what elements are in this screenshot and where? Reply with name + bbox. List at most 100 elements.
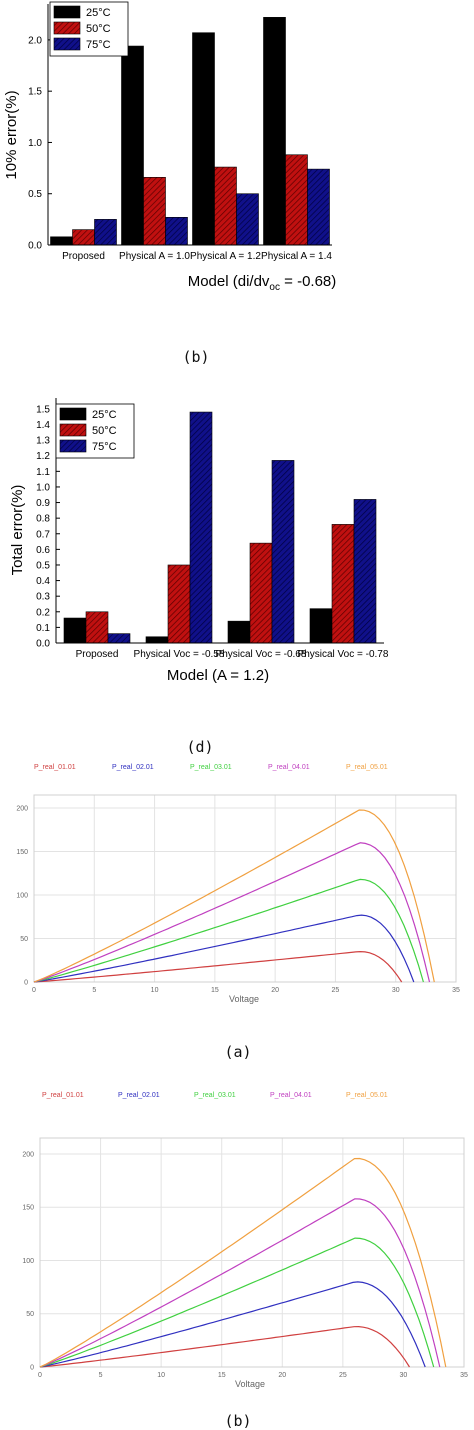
- axes-group: 0 5 10 15 20 25 30 35 0 50 100 150 200: [16, 806, 460, 994]
- figure-caption: (a): [224, 1043, 251, 1061]
- y-tick-label: 0.2: [36, 607, 50, 618]
- legend-label-5: P_real_05.01: [346, 764, 388, 771]
- error-bar-chart-b: Proposed Physical A = 1.0 Physical A = 1.2…: [3, 1, 336, 366]
- y-axis-label: Total error(%): [9, 485, 26, 576]
- y-axis-label: 10% error(%): [3, 90, 20, 179]
- bar-1-3: [192, 32, 215, 246]
- legend-swatch-3: [59, 439, 87, 453]
- x-tick-label: 15: [218, 1372, 226, 1379]
- x-tick-label: 10: [151, 987, 159, 994]
- bar-1-1: [50, 236, 73, 246]
- bar-3-3: [271, 460, 295, 644]
- y-tick-label: 100: [22, 1258, 34, 1265]
- bar-2-3: [249, 542, 273, 644]
- bar-2-4: [331, 524, 355, 644]
- y-tick-label: 0.5: [28, 189, 42, 200]
- y-tick-label: 1.4: [36, 420, 50, 431]
- pv-curve-chart-b: P_real_01.01 P_real_02.01 P_real_03.01 P_re…: [22, 1092, 468, 1430]
- legend-label-3: P_real_03.01: [194, 1092, 236, 1099]
- legend-label-1: P_real_01.01: [42, 1092, 84, 1099]
- y-tick-label: 1.0: [28, 138, 42, 149]
- x-tick-label: 10: [157, 1372, 165, 1379]
- y-tick-label: 0.5: [36, 560, 50, 571]
- legend-swatch-2: [59, 423, 87, 437]
- bar-2-1: [72, 229, 95, 246]
- y-tick-label: 0: [30, 1365, 34, 1372]
- legend-label-3: 75°C: [92, 441, 117, 453]
- x-tick-label: 30: [392, 987, 400, 994]
- y-tick-label: 1.3: [36, 436, 50, 447]
- x-tick-label: 35: [460, 1372, 468, 1379]
- legend-swatch-2: [53, 21, 81, 35]
- y-tick-label: 200: [16, 806, 28, 813]
- y-tick-label: 2.0: [28, 35, 42, 46]
- y-tick-label: 0.4: [36, 576, 50, 587]
- legend-swatch-3: [53, 37, 81, 51]
- legend: P_real_01.01 P_real_02.01 P_real_03.01 P_re…: [34, 764, 388, 771]
- bar-2-1: [85, 611, 109, 644]
- x-axis-label: Model (A = 1.2): [167, 667, 269, 684]
- series-line-1: [33, 950, 403, 983]
- y-tick-label: 150: [16, 849, 28, 856]
- x-tick-label: 0: [32, 987, 36, 994]
- y-tick-label: 0.0: [36, 639, 50, 650]
- y-tick-label: 0.3: [36, 592, 50, 603]
- plot-frame: [33, 794, 457, 983]
- x-tick-label: 25: [332, 987, 340, 994]
- axes-group: Proposed Physical A = 1.0 Physical A = 1.2…: [28, 4, 332, 262]
- x-axis-label-main: Model (di/dv: [188, 273, 270, 290]
- x-tick-label: 5: [92, 987, 96, 994]
- legend: P_real_01.01 P_real_02.01 P_real_03.01 P_re…: [42, 1092, 388, 1099]
- y-tick-label: 1.2: [36, 451, 50, 462]
- y-tick-label: 0.6: [36, 545, 50, 556]
- bar-3-2: [189, 411, 213, 644]
- series-line-5: [39, 1157, 447, 1368]
- legend-label-2: P_real_02.01: [118, 1092, 160, 1099]
- bar-3-4: [307, 168, 330, 246]
- x-tick-label: 30: [400, 1372, 408, 1379]
- x-tick-label: 25: [339, 1372, 347, 1379]
- y-tick-label: 50: [26, 1311, 34, 1318]
- y-tick-label: 0.9: [36, 498, 50, 509]
- bar-3-4: [353, 499, 377, 644]
- series-line-2: [33, 914, 415, 983]
- legend-label-2: P_real_02.01: [112, 764, 154, 771]
- x-tick-label: 35: [452, 987, 460, 994]
- y-tick-label: 0.7: [36, 529, 50, 540]
- bar-2-4: [285, 154, 308, 246]
- series-line-3: [33, 878, 424, 983]
- grid: [39, 1137, 465, 1368]
- bar-1-4: [309, 608, 333, 644]
- bar-3-1: [94, 219, 117, 246]
- category-label-3: Physical Voc = -0.68: [216, 649, 307, 660]
- legend-label-5: P_real_05.01: [346, 1092, 388, 1099]
- axes-group: 0 5 10 15 20 25 30 35 0 50 100 150 200: [22, 1151, 468, 1379]
- lines-group: [33, 809, 435, 983]
- plot-frame: [39, 1137, 465, 1368]
- legend-label-1: P_real_01.01: [34, 764, 76, 771]
- legend-swatch-1: [59, 407, 87, 421]
- category-label-1: Proposed: [76, 649, 119, 660]
- y-tick-label: 1.5: [28, 87, 42, 98]
- x-tick-label: 0: [38, 1372, 42, 1379]
- bar-3-2: [165, 217, 188, 246]
- x-tick-label: 5: [99, 1372, 103, 1379]
- bar-3-1: [107, 633, 131, 644]
- grid: [33, 794, 457, 983]
- legend: 25°C 50°C 75°C: [55, 403, 135, 459]
- series-line-5: [33, 809, 435, 983]
- bar-1-2: [121, 45, 144, 246]
- legend-label-4: P_real_04.01: [268, 764, 310, 771]
- legend-label-2: 50°C: [92, 425, 117, 437]
- x-tick-label: 20: [271, 987, 279, 994]
- y-tick-label: 1.1: [36, 467, 50, 478]
- y-tick-label: 0.8: [36, 514, 50, 525]
- bars-group: [63, 411, 377, 644]
- y-tick-label: 1.5: [36, 404, 50, 415]
- legend-swatch-1: [53, 5, 81, 19]
- series-line-1: [39, 1325, 411, 1368]
- category-label-4: Physical Voc = -0.78: [298, 649, 389, 660]
- y-tick-label: 100: [16, 893, 28, 900]
- category-label-3: Physical A = 1.2: [190, 251, 261, 262]
